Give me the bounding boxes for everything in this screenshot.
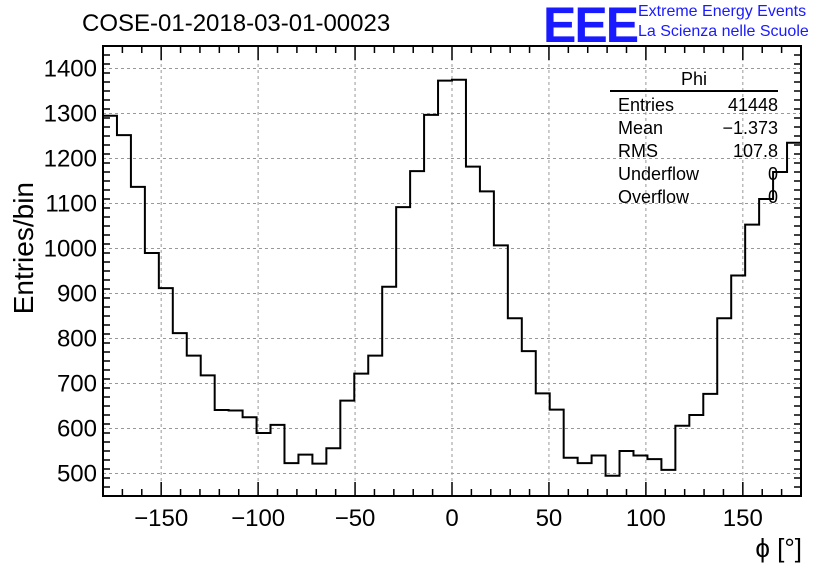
- y-tick-label: 600: [57, 416, 97, 443]
- stats-label: Underflow: [618, 164, 700, 184]
- stats-label: Overflow: [618, 187, 690, 207]
- y-tick-label: 1000: [44, 236, 97, 263]
- logo-line-2: La Scienza nelle Scuole: [638, 23, 809, 40]
- stats-row-underflow: Underflow 0: [610, 163, 778, 186]
- chart-title: COSE-01-2018-03-01-00023: [82, 10, 391, 37]
- grid-lines: [103, 46, 801, 496]
- stats-box: Phi Entries 41448 Mean −1.373 RMS 107.8 …: [610, 68, 778, 209]
- x-tick-label: −50: [335, 505, 376, 532]
- histogram-line: [103, 78, 801, 477]
- logo-line-1: Extreme Energy Events: [638, 3, 807, 20]
- x-tick-label: 0: [445, 505, 458, 532]
- y-tick-label: 900: [57, 281, 97, 308]
- y-axis-label: Entries/bin: [8, 182, 39, 315]
- stats-value: 107.8: [732, 141, 778, 161]
- y-tick-label: 700: [57, 371, 97, 398]
- x-axis-label: ϕ [°]: [755, 533, 802, 563]
- stats-label: Mean: [618, 118, 664, 138]
- y-tick-label: 1400: [44, 56, 97, 83]
- stats-row-mean: Mean −1.373: [610, 117, 778, 140]
- stats-label: Entries: [618, 95, 675, 115]
- x-tick-label: 100: [626, 505, 666, 532]
- axis-ticks: [102, 45, 802, 497]
- y-tick-label: 1200: [44, 146, 97, 173]
- stats-name: Phi: [610, 68, 778, 92]
- stats-value: 41448: [727, 95, 778, 115]
- stats-value: 0: [767, 187, 778, 207]
- x-tick-label: −100: [231, 505, 285, 532]
- stats-value: −1.373: [722, 118, 778, 138]
- tick-labels: −150 −100 −50 0 50 100 150 500 600 700 800 900 1000 1…: [44, 56, 763, 533]
- y-tick-label: 800: [57, 326, 97, 353]
- x-tick-label: −150: [134, 505, 188, 532]
- stats-row-overflow: Overflow 0: [610, 186, 778, 209]
- x-tick-label: 150: [723, 505, 763, 532]
- plot-frame: [102, 45, 802, 497]
- stats-row-rms: RMS 107.8: [610, 140, 778, 163]
- eee-logo: EEE: [543, 0, 639, 53]
- stats-value: 0: [767, 164, 778, 184]
- y-tick-label: 500: [57, 461, 97, 488]
- x-tick-label: 50: [536, 505, 563, 532]
- y-tick-label: 1100: [45, 191, 97, 218]
- y-tick-label: 1300: [44, 101, 97, 128]
- stats-row-entries: Entries 41448: [610, 94, 778, 117]
- stats-label: RMS: [618, 141, 658, 161]
